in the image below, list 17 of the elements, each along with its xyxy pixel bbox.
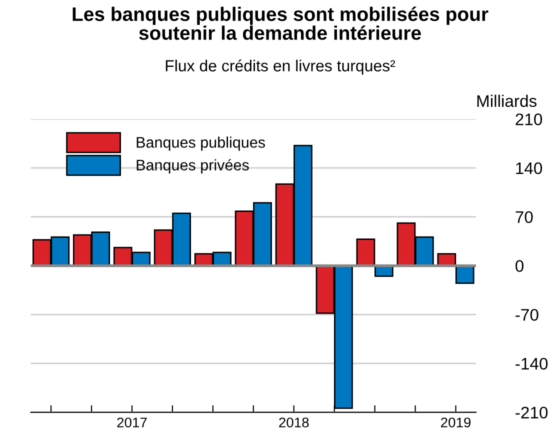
y-tick-label: 70 [516, 211, 533, 224]
bar [356, 238, 376, 266]
legend-label: Banques publiques [136, 136, 265, 151]
x-tick-label: 2019 [441, 418, 471, 428]
y-tick-label: 140 [516, 162, 542, 174]
y-tick-label: -210 [516, 406, 548, 419]
y-tick-label: -70 [516, 308, 538, 321]
legend-label: Banques privées [136, 159, 249, 174]
y-tick-label: 210 [516, 113, 542, 126]
y-tick-label: -140 [516, 358, 548, 370]
bar [455, 265, 474, 284]
chart-title: Les banques publiques sont mobilisées pour soutenir la demande intérieure [72, 6, 488, 40]
y-tick-label: 0 [516, 260, 524, 272]
chart-subtitle: Flux de crédits en livres turques² [166, 60, 396, 75]
x-tick-label: 2018 [279, 418, 309, 428]
y-axis-title: Milliards [477, 94, 537, 107]
x-tick-label: 2017 [117, 418, 147, 428]
